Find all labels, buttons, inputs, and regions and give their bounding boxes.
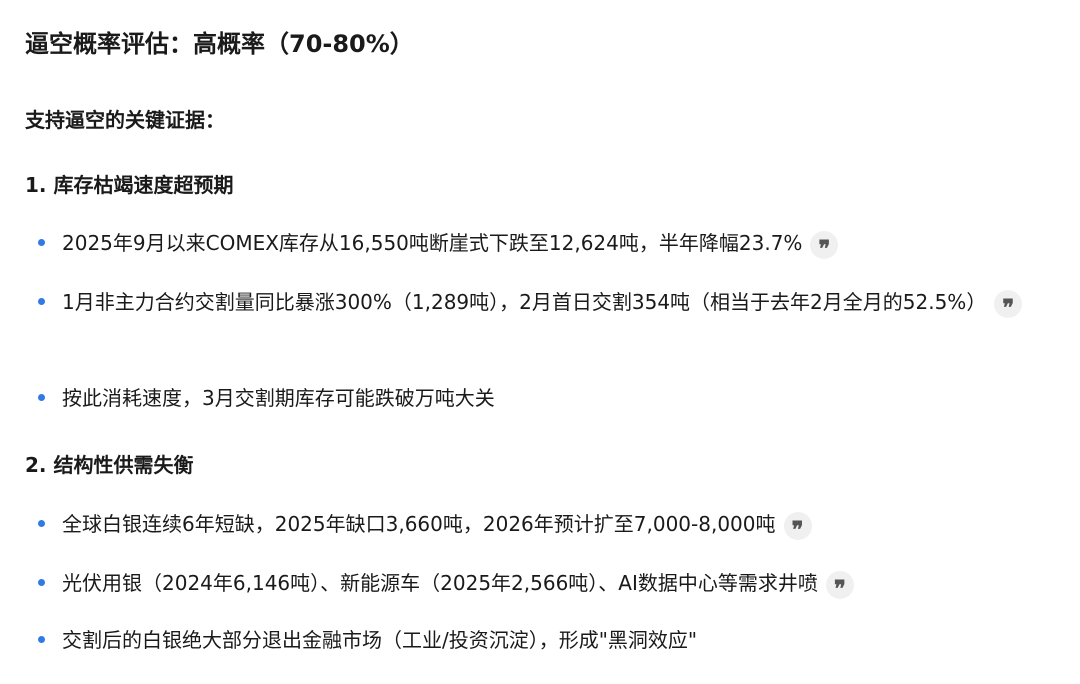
bullet-icon: [38, 239, 45, 246]
list-item: 按此消耗速度，3月交割期库存可能跌破万吨大关: [38, 379, 1052, 417]
list-item-text: 光伏用银（2024年6,146吨）、新能源车（2025年2,566吨）、AI数据…: [62, 571, 818, 595]
citation-icon[interactable]: ❞: [810, 230, 839, 262]
list-item-text: 2025年9月以来COMEX库存从16,550吨断崖式下跌至12,624吨，半年…: [62, 231, 803, 255]
citation-icon[interactable]: ❞: [783, 511, 812, 543]
list-item-text: 1月非主力合约交割量同比暴涨300%（1,289吨），2月首日交割354吨（相当…: [62, 290, 987, 314]
list-item: 光伏用银（2024年6,146吨）、新能源车（2025年2,566吨）、AI数据…: [38, 564, 1052, 602]
list-item-text: 全球白银连续6年短缺，2025年缺口3,660吨，2026年预计扩至7,000-…: [62, 512, 776, 536]
list-item-text: 交割后的白银绝大部分退出金融市场（工业/投资沉淀），形成"黑洞效应": [62, 628, 698, 652]
bullet-icon: [38, 520, 45, 527]
evidence-heading: 支持逼空的关键证据：: [25, 108, 225, 132]
list-item: 全球白银连续6年短缺，2025年缺口3,660吨，2026年预计扩至7,000-…: [38, 505, 1052, 543]
citation-icon[interactable]: ❞: [825, 570, 854, 602]
citation-icon[interactable]: ❞: [994, 289, 1023, 321]
list-item-text: 按此消耗速度，3月交割期库存可能跌破万吨大关: [62, 386, 495, 410]
list-item: 交割后的白银绝大部分退出金融市场（工业/投资沉淀），形成"黑洞效应": [38, 621, 1052, 659]
bullet-icon: [38, 298, 45, 305]
bullet-icon: [38, 394, 45, 401]
list-item: 1月非主力合约交割量同比暴涨300%（1,289吨），2月首日交割354吨（相当…: [38, 283, 1047, 321]
section-heading: 2. 结构性供需失衡: [25, 453, 194, 477]
page-title: 逼空概率评估：高概率（70-80%）: [25, 30, 414, 58]
list-item: 2025年9月以来COMEX库存从16,550吨断崖式下跌至12,624吨，半年…: [38, 224, 1052, 262]
section-heading: 1. 库存枯竭速度超预期: [25, 173, 234, 197]
bullet-icon: [38, 636, 45, 643]
bullet-icon: [38, 579, 45, 586]
